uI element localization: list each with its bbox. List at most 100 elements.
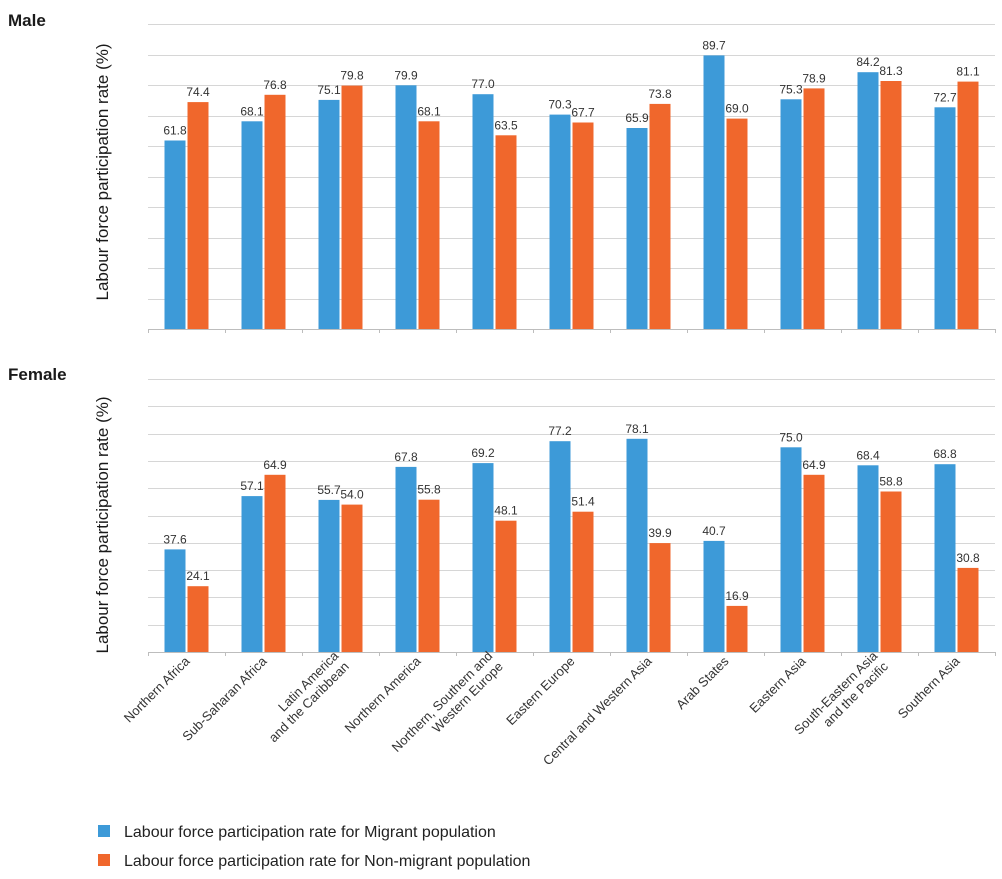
bar-male-nonmigrant: [341, 85, 363, 329]
legend-swatch-migrant: [98, 825, 110, 837]
legend-label-migrant: Labour force participation rate for Migr…: [124, 824, 496, 841]
y-axis-label-male: Labour force participation rate (%): [93, 43, 112, 300]
bar-male-migrant: [780, 99, 802, 329]
value-label: 65.9: [625, 111, 649, 125]
bar-female-nonmigrant: [880, 491, 902, 652]
value-label: 78.1: [625, 422, 649, 436]
legend-swatch-nonmigrant: [98, 854, 110, 866]
x-tick-label: Eastern Europe: [503, 654, 577, 728]
bar-female-migrant: [703, 540, 725, 652]
value-label: 68.1: [417, 104, 441, 118]
bar-male-migrant: [318, 99, 340, 330]
bar-female-nonmigrant: [649, 543, 671, 652]
value-label: 75.0: [779, 430, 803, 444]
x-tick-label: Latin Americaand the Caribbean: [255, 648, 352, 745]
value-label: 79.8: [340, 69, 364, 83]
value-label: 61.8: [163, 124, 187, 138]
gridlines: [148, 24, 996, 656]
bar-female-nonmigrant: [187, 586, 209, 652]
bar-female-nonmigrant: [418, 499, 440, 652]
value-label: 77.0: [471, 77, 495, 91]
bar-male-migrant: [241, 121, 263, 329]
x-tick-label: Northern Africa: [121, 653, 193, 725]
value-label: 58.8: [879, 475, 903, 489]
x-tick-label: Southern Asia: [895, 653, 963, 721]
value-label: 55.7: [317, 483, 341, 497]
value-label: 16.9: [725, 589, 749, 603]
bar-female-nonmigrant: [572, 511, 594, 652]
bar-male-migrant: [549, 114, 571, 329]
bar-male-migrant: [472, 94, 494, 329]
bar-male-nonmigrant: [803, 88, 825, 330]
value-label: 89.7: [702, 38, 726, 52]
x-tick-label-line: Arab States: [673, 653, 732, 712]
value-label: 39.9: [648, 526, 672, 540]
x-tick-label: Arab States: [673, 653, 732, 712]
bar-female-migrant: [857, 465, 879, 652]
bar-male-nonmigrant: [880, 81, 902, 329]
value-label: 77.2: [548, 424, 572, 438]
bar-male-migrant: [164, 140, 186, 329]
bar-male-nonmigrant: [418, 121, 440, 329]
value-label: 70.3: [548, 98, 572, 112]
value-label: 69.0: [725, 102, 749, 116]
value-label: 51.4: [571, 495, 595, 509]
value-label: 78.9: [802, 71, 826, 85]
value-label: 68.1: [240, 104, 264, 118]
bar-male-nonmigrant: [187, 102, 209, 329]
value-label: 69.2: [471, 446, 495, 460]
bar-female-migrant: [780, 447, 802, 653]
value-label: 81.3: [879, 64, 903, 78]
bar-female-migrant: [549, 441, 571, 652]
bar-male-nonmigrant: [495, 135, 517, 329]
value-label: 79.9: [394, 68, 418, 82]
bar-male-nonmigrant: [572, 122, 594, 329]
bar-male-nonmigrant: [264, 94, 286, 329]
bar-female-nonmigrant: [495, 520, 517, 652]
value-label: 55.8: [417, 483, 441, 497]
value-label: 30.8: [956, 551, 980, 565]
value-label: 84.2: [856, 55, 880, 69]
x-tick-label-line: Sub-Saharan Africa: [179, 653, 270, 744]
legend: Labour force participation rate for Migr…: [98, 824, 530, 870]
value-label: 57.1: [240, 479, 264, 493]
value-label: 75.1: [317, 83, 341, 97]
value-label: 67.8: [394, 450, 418, 464]
value-label: 73.8: [648, 87, 672, 101]
bar-female-migrant: [318, 499, 340, 652]
value-label: 81.1: [956, 65, 980, 79]
panel-title-male: Male: [8, 11, 46, 30]
bar-male-migrant: [626, 128, 648, 329]
bar-female-migrant: [472, 463, 494, 652]
bar-male-migrant: [857, 72, 879, 329]
bar-female-migrant: [934, 464, 956, 652]
x-tick-label: Sub-Saharan Africa: [179, 653, 270, 744]
bar-female-migrant: [626, 438, 648, 652]
x-tick-label-line: Southern Asia: [895, 653, 963, 721]
value-label: 64.9: [263, 458, 287, 472]
value-label: 64.9: [802, 458, 826, 472]
y-axis-label-female: Labour force participation rate (%): [93, 396, 112, 653]
value-label: 74.4: [186, 85, 210, 99]
bar-male-migrant: [703, 55, 725, 330]
x-tick-label-line: Eastern Europe: [503, 654, 577, 728]
value-label: 40.7: [702, 524, 726, 538]
bar-female-nonmigrant: [341, 504, 363, 652]
bar-female-migrant: [164, 549, 186, 652]
value-label: 68.4: [856, 448, 880, 462]
bar-female-nonmigrant: [803, 474, 825, 652]
bar-female-migrant: [241, 496, 263, 652]
value-labels: 61.8 68.1 75.1 79.9 77.0 70.3 65.9 89.7 75.3 84.2…: [163, 38, 980, 603]
value-label: 72.7: [933, 90, 957, 104]
value-label: 75.3: [779, 82, 803, 96]
value-label: 76.8: [263, 78, 287, 92]
panel-title-female: Female: [8, 365, 67, 384]
value-label: 24.1: [186, 569, 210, 583]
value-label: 68.8: [933, 447, 957, 461]
bars: [164, 55, 979, 653]
bar-male-migrant: [395, 85, 417, 329]
bar-female-migrant: [395, 466, 417, 652]
legend-label-nonmigrant: Labour force participation rate for Non-…: [124, 853, 530, 870]
